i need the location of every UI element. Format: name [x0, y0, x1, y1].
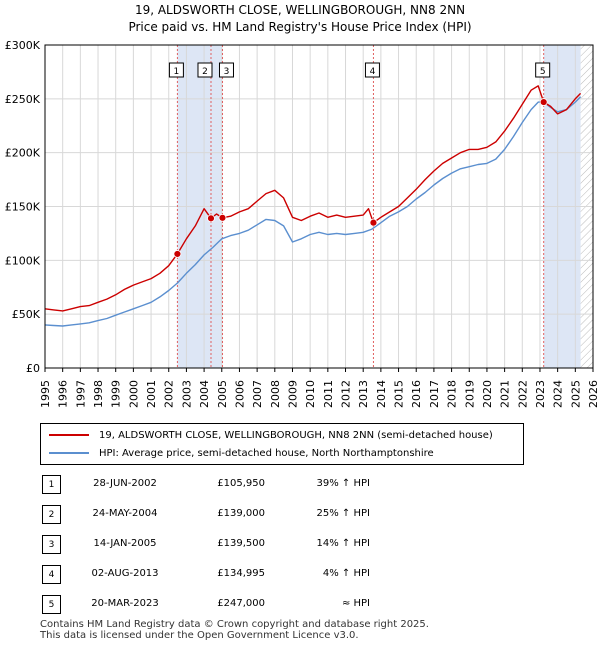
x-tick-label: 2018: [446, 380, 459, 408]
sale-number: 4: [42, 565, 61, 584]
sale-hpi-relation: 4% ↑ HPI: [322, 568, 370, 579]
y-tick-label: £250K: [5, 93, 41, 106]
x-tick-label: 1999: [110, 380, 123, 408]
x-tick-label: 1998: [92, 380, 105, 408]
sale-point: [207, 214, 215, 223]
x-tick-label: 2012: [340, 380, 353, 408]
x-tick-label: 2009: [286, 380, 299, 408]
sale-price: £139,500: [217, 538, 265, 549]
sale-price: £247,000: [217, 598, 265, 609]
sale-number: 1: [42, 475, 61, 494]
sale-label-box: [197, 62, 213, 78]
x-tick-label: 2005: [216, 380, 229, 408]
chart-legend: 19, ALDSWORTH CLOSE, WELLINGBOROUGH, NN8…: [40, 423, 524, 465]
y-tick-label: £200K: [5, 147, 41, 160]
chart-title-line2: Price paid vs. HM Land Registry's House …: [128, 20, 472, 34]
sale-row: 3 14-JAN-2005 £139,500 14% ↑ HPI: [0, 535, 600, 555]
sale-point: [369, 218, 378, 227]
x-tick-label: 2022: [516, 380, 529, 408]
sale-number: 3: [42, 535, 61, 554]
x-tick-label: 1995: [39, 380, 52, 408]
x-tick-label: 2011: [322, 380, 335, 408]
sale-date: 14-JAN-2005: [93, 538, 157, 549]
x-tick-label: 1997: [74, 380, 87, 408]
sale-price: £105,950: [217, 478, 265, 489]
x-tick-label: 2010: [304, 380, 317, 408]
sale-hpi-relation: 39% ↑ HPI: [316, 478, 370, 489]
legend-swatch-property: [49, 434, 89, 436]
plot-frame: [44, 44, 594, 369]
sale-row: 1 28-JUN-2002 £105,950 39% ↑ HPI: [0, 475, 600, 495]
sale-price: £139,000: [217, 508, 265, 519]
x-tick-label: 2019: [463, 380, 476, 408]
sale-label-number: 4: [370, 67, 376, 77]
price-chart: £0 £50K £100K £150K £200K £250K £300K 1995 1996 1…: [5, 39, 600, 408]
sale-point: [173, 250, 182, 258]
x-tick-label: 2000: [127, 380, 140, 408]
y-tick-label: £150K: [5, 201, 41, 214]
sale-label-number: 1: [174, 67, 180, 77]
sale-point: [539, 98, 548, 106]
legend-label-hpi: HPI: Average price, semi-detached house,…: [99, 447, 434, 459]
sale-date: 28-JUN-2002: [93, 478, 157, 489]
sale-row: 4 02-AUG-2013 £134,995 4% ↑ HPI: [0, 565, 600, 585]
sale-hpi-relation: 14% ↑ HPI: [316, 538, 370, 549]
sale-label-box: [535, 62, 551, 78]
x-tick-label: 2014: [375, 380, 388, 408]
x-tick-label: 2023: [534, 380, 547, 408]
sale-label-number: 2: [202, 67, 208, 77]
legend-label-property: 19, ALDSWORTH CLOSE, WELLINGBOROUGH, NN8…: [99, 429, 493, 441]
x-tick-label: 2017: [428, 380, 441, 408]
x-tick-label: 2003: [180, 380, 193, 408]
property-price-line: [44, 85, 582, 312]
sale-point: [218, 213, 227, 222]
x-tick-label: 2026: [587, 380, 600, 408]
x-tick-label: 2004: [198, 380, 211, 408]
x-tick-label: 1996: [57, 380, 70, 408]
legend-swatch-hpi: [49, 452, 89, 454]
x-tick-label: 2002: [163, 380, 176, 408]
sale-date: 24-MAY-2004: [92, 508, 158, 519]
chart-title-line1: 19, ALDSWORTH CLOSE, WELLINGBOROUGH, NN8…: [134, 3, 466, 17]
sale-price: £134,995: [217, 568, 265, 579]
sale-label-number: 5: [540, 67, 546, 77]
sale-label-number: 3: [224, 67, 230, 77]
footer-line2: This data is licensed under the Open Gov…: [40, 630, 359, 641]
x-tick-label: 2025: [569, 380, 582, 408]
sale-number: 2: [42, 505, 61, 524]
y-tick-label: £300K: [5, 39, 41, 52]
footer-attribution: Contains HM Land Registry data © Crown c…: [40, 619, 429, 641]
x-tick-label: 2016: [410, 380, 423, 408]
x-tick-label: 2006: [233, 380, 246, 408]
sale-row: 2 24-MAY-2004 £139,000 25% ↑ HPI: [0, 505, 600, 525]
y-tick-label: £100K: [5, 254, 41, 267]
y-tick-label: £0: [26, 362, 40, 375]
x-tick-label: 2021: [499, 380, 512, 408]
x-tick-label: 2008: [269, 380, 282, 408]
sale-label-box: [364, 62, 380, 78]
sale-row: 5 20-MAR-2023 £247,000 ≈ HPI: [0, 595, 600, 615]
y-tick-label: £50K: [12, 308, 41, 321]
x-tick-label: 2015: [393, 380, 406, 408]
x-tick-label: 2001: [145, 380, 158, 408]
legend-item-hpi: HPI: Average price, semi-detached house,…: [49, 445, 434, 461]
sale-date: 20-MAR-2023: [91, 598, 159, 609]
sale-label-box: [168, 62, 184, 78]
sale-label-box: [218, 62, 234, 78]
hpi-line: [44, 96, 582, 327]
x-tick-label: 2020: [481, 380, 494, 408]
sale-hpi-relation: ≈ HPI: [341, 598, 370, 609]
x-tick-label: 2013: [357, 380, 370, 408]
sale-date: 02-AUG-2013: [91, 568, 159, 579]
legend-item-property: 19, ALDSWORTH CLOSE, WELLINGBOROUGH, NN8…: [49, 427, 493, 443]
sale-number: 5: [42, 595, 61, 614]
footer-line1: Contains HM Land Registry data © Crown c…: [40, 619, 429, 630]
x-tick-label: 2007: [251, 380, 264, 408]
x-tick-label: 2024: [552, 380, 565, 408]
sale-hpi-relation: 25% ↑ HPI: [316, 508, 370, 519]
